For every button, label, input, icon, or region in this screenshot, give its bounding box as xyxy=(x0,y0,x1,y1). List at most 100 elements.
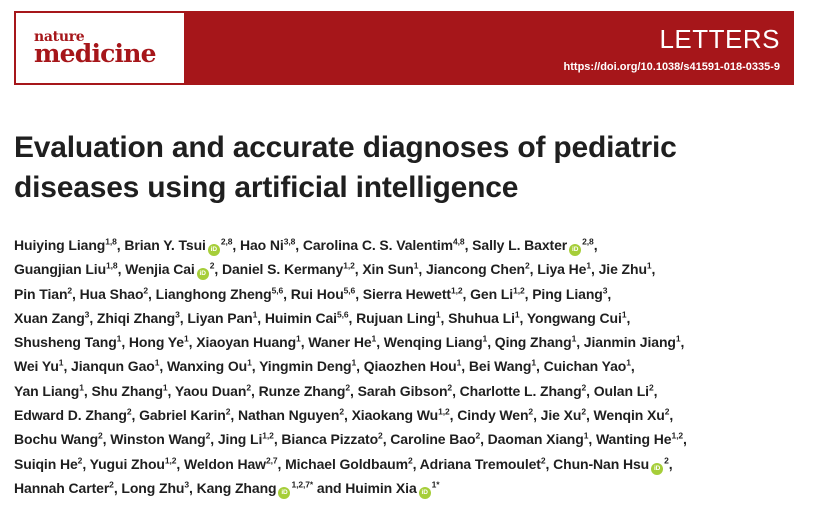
author[interactable]: Bei Wang1 xyxy=(469,358,536,374)
author[interactable]: Edward D. Zhang2 xyxy=(14,407,132,423)
orcid-icon[interactable]: iD xyxy=(651,462,664,475)
author-separator: , xyxy=(148,285,156,302)
author-affiliation: 2 xyxy=(246,382,251,393)
author[interactable]: Caroline Bao2 xyxy=(390,431,480,447)
author[interactable]: Kang Zhang iD1,2,7* xyxy=(197,480,313,499)
author-name: Hannah Carter xyxy=(14,479,110,496)
author[interactable]: Jing Li1,2 xyxy=(218,431,274,447)
author[interactable]: Weldon Haw2,7 xyxy=(184,456,278,472)
author[interactable]: Xiaokang Wu1,2 xyxy=(352,407,450,423)
author[interactable]: Bianca Pizzato2 xyxy=(281,431,382,447)
author-name: Cuichan Yao xyxy=(543,358,627,375)
author[interactable]: Sarah Gibson2 xyxy=(358,383,453,399)
author[interactable]: Shuhua Li1 xyxy=(448,310,519,326)
author[interactable]: Suiqin He2 xyxy=(14,456,82,472)
author[interactable]: Jianqun Gao1 xyxy=(71,358,159,374)
orcid-icon[interactable]: iD xyxy=(418,486,431,499)
journal-logo[interactable]: nature medicine xyxy=(16,13,184,83)
author[interactable]: Wenqing Liang1 xyxy=(384,334,487,350)
author[interactable]: Gen Li1,2 xyxy=(470,286,525,302)
author[interactable]: Cuichan Yao1 xyxy=(544,358,631,374)
author[interactable]: Daoman Xiang1 xyxy=(488,431,589,447)
author[interactable]: Wanxing Ou1 xyxy=(167,358,252,374)
author[interactable]: Jiancong Chen2 xyxy=(426,261,530,277)
author[interactable]: Liya He1 xyxy=(537,261,591,277)
author[interactable]: Michael Goldbaum2 xyxy=(285,456,413,472)
author[interactable]: Yongwang Cui1 xyxy=(527,310,627,326)
author[interactable]: Liyan Pan1 xyxy=(187,310,257,326)
author[interactable]: Huiying Liang1,8 xyxy=(14,237,117,253)
author-affiliation: 2 xyxy=(345,382,350,393)
author[interactable]: Shusheng Tang1 xyxy=(14,334,121,350)
author-name: Michael Goldbaum xyxy=(285,455,408,472)
author[interactable]: Yan Liang1 xyxy=(14,383,84,399)
author[interactable]: Wanting He1,2 xyxy=(596,431,683,447)
author[interactable]: Oulan Li2 xyxy=(594,383,654,399)
author[interactable]: Huimin Cai5,6 xyxy=(265,310,349,326)
author[interactable]: Zhiqi Zhang3 xyxy=(97,310,180,326)
author[interactable]: Cindy Wen2 xyxy=(457,407,533,423)
author[interactable]: Chun-Nan Hsu iD2 xyxy=(553,456,669,475)
author[interactable]: Winston Wang2 xyxy=(110,431,210,447)
author[interactable]: Charlotte L. Zhang2 xyxy=(460,383,587,399)
author-separator: , xyxy=(545,455,554,472)
author[interactable]: Daniel S. Kermany1,2 xyxy=(222,261,355,277)
author[interactable]: Adriana Tremoulet2 xyxy=(420,456,546,472)
author-name: Wenqing Liang xyxy=(383,334,483,351)
author[interactable]: Rui Hou5,6 xyxy=(291,286,356,302)
author[interactable]: Hong Ye1 xyxy=(129,334,189,350)
author[interactable]: Hannah Carter2 xyxy=(14,480,114,496)
orcid-icon[interactable]: iD xyxy=(278,486,291,499)
orcid-icon[interactable]: iD xyxy=(569,244,582,256)
author-affiliation: 1 xyxy=(626,357,631,368)
author[interactable]: Sierra Hewett1,2 xyxy=(363,286,463,302)
author[interactable]: Hao Ni3,8 xyxy=(240,237,295,253)
author[interactable]: Wenjia Cai iD2 xyxy=(125,261,214,281)
author-affiliation: 5,6 xyxy=(336,309,349,320)
author[interactable]: Waner He1 xyxy=(308,334,376,350)
author-name: Xiaoyan Huang xyxy=(196,334,297,351)
author-separator: , xyxy=(668,455,677,472)
orcid-icon[interactable]: iD xyxy=(196,268,209,281)
author[interactable]: Gabriel Karin2 xyxy=(139,407,230,423)
author[interactable]: Xuan Zang3 xyxy=(14,310,89,326)
author[interactable]: Yingmin Deng1 xyxy=(259,358,356,374)
author-name: Ping Liang xyxy=(532,285,603,302)
author-separator: , xyxy=(529,261,538,278)
author[interactable]: Xiaoyan Huang1 xyxy=(196,334,301,351)
author[interactable]: Jie Xu2 xyxy=(541,407,586,423)
author[interactable]: Brian Y. Tsui iD2,8 xyxy=(124,237,232,256)
author-affiliation: 1 xyxy=(252,309,258,320)
author[interactable]: Guangjian Liu1,8 xyxy=(14,261,118,277)
author-separator: , xyxy=(355,285,363,302)
author[interactable]: Wenqin Xu2 xyxy=(594,407,670,423)
author[interactable]: Yugui Zhou1,2 xyxy=(90,456,177,472)
author-name: Long Zhu xyxy=(121,479,185,496)
author[interactable]: Sally L. Baxter iD2,8 xyxy=(472,237,594,256)
author[interactable]: Shu Zhang1 xyxy=(91,383,167,399)
author[interactable]: Jianmin Jiang1 xyxy=(584,334,681,350)
author-separator: , xyxy=(283,285,291,302)
author[interactable]: Bochu Wang2 xyxy=(14,431,103,447)
author[interactable]: Carolina C. S. Valentim4,8 xyxy=(303,237,465,253)
author-name: Shu Zhang xyxy=(91,382,163,399)
author[interactable]: Hua Shao2 xyxy=(80,286,148,302)
author[interactable]: Lianghong Zheng5,6 xyxy=(156,286,284,302)
author[interactable]: Xin Sun1 xyxy=(362,261,418,277)
author[interactable]: Huimin Xia iD1* xyxy=(345,480,440,499)
author[interactable]: Pin Tian2 xyxy=(14,286,72,302)
author[interactable]: Rujuan Ling1 xyxy=(356,310,441,326)
author[interactable]: Yaou Duan2 xyxy=(175,383,251,399)
author[interactable]: Long Zhu3 xyxy=(121,480,189,496)
author[interactable]: Qiaozhen Hou1 xyxy=(364,358,462,374)
author[interactable]: Nathan Nguyen2 xyxy=(238,407,344,423)
author-separator: , xyxy=(461,358,469,375)
doi-link[interactable]: https://doi.org/10.1038/s41591-018-0335-… xyxy=(563,61,780,73)
author[interactable]: Wei Yu1 xyxy=(14,358,64,374)
author[interactable]: Qing Zhang1 xyxy=(495,334,577,350)
orcid-icon[interactable]: iD xyxy=(207,244,220,256)
author[interactable]: Runze Zhang2 xyxy=(259,382,351,399)
author[interactable]: Ping Liang3 xyxy=(532,286,607,302)
author[interactable]: Jie Zhu1 xyxy=(599,261,652,277)
author-line: Edward D. Zhang2, Gabriel Karin2, Nathan… xyxy=(14,403,829,427)
